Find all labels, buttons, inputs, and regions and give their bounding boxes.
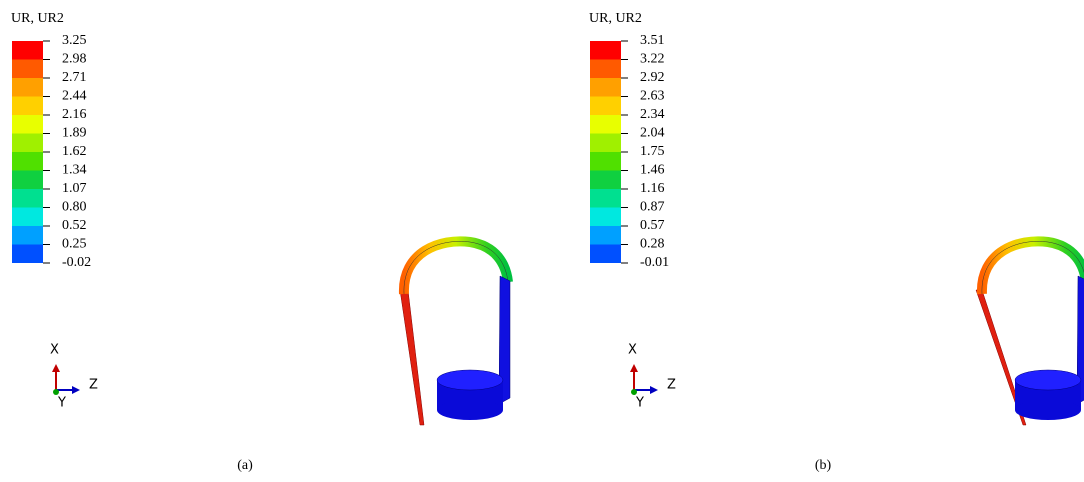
- legend-band: [12, 189, 43, 208]
- legend-band: [12, 41, 43, 60]
- legend-label: -0.02: [62, 255, 91, 270]
- caption: (b): [815, 458, 832, 473]
- axis-arrow: [52, 364, 60, 372]
- legend-band: [590, 60, 621, 79]
- legend-band: [12, 134, 43, 153]
- legend-band: [12, 245, 43, 264]
- caption: (a): [237, 458, 253, 473]
- legend-label: 0.80: [62, 200, 87, 215]
- axis-arrow: [650, 386, 658, 394]
- legend-label: 0.52: [62, 218, 87, 233]
- legend-title: UR, UR2: [11, 11, 64, 26]
- axis-arrow: [630, 364, 638, 372]
- legend-band: [590, 245, 621, 264]
- legend-label: 3.22: [640, 52, 665, 67]
- panel: UR, UR2 3.51 3.22 2.92 2.63 2.34 2.04 1.75 1.46 1…: [589, 11, 1084, 473]
- legend-band: [12, 115, 43, 134]
- axis-label: Z: [89, 378, 98, 393]
- legend-band: [12, 60, 43, 79]
- legend-label: 1.75: [640, 144, 665, 159]
- cylinder-top: [437, 370, 503, 390]
- legend-band: [590, 97, 621, 116]
- legend-band: [590, 115, 621, 134]
- legend-label: 2.92: [640, 70, 665, 85]
- legend-label: 2.16: [62, 107, 87, 122]
- legend-label: 1.62: [62, 144, 87, 159]
- legend-label: 1.34: [62, 163, 87, 178]
- legend-band: [590, 171, 621, 190]
- axis-label: X: [50, 343, 59, 358]
- legend-band: [12, 97, 43, 116]
- legend-label: 2.98: [62, 52, 87, 67]
- legend-label: 0.28: [640, 237, 665, 252]
- strip-red: [400, 290, 424, 425]
- axis-arrow: [72, 386, 80, 394]
- axis-origin: [631, 389, 637, 395]
- legend-label: 1.16: [640, 181, 665, 196]
- legend-label: -0.01: [640, 255, 669, 270]
- legend-band: [12, 78, 43, 97]
- axis-label: Y: [57, 396, 66, 411]
- legend-band: [590, 134, 621, 153]
- cylinder-bottom: [1015, 400, 1081, 420]
- legend-band: [12, 152, 43, 171]
- legend-label: 1.07: [62, 181, 87, 196]
- strip-arc: [404, 241, 508, 294]
- legend-band: [590, 208, 621, 227]
- legend-band: [12, 208, 43, 227]
- legend-band: [12, 226, 43, 245]
- legend-band: [12, 171, 43, 190]
- legend-label: 1.89: [62, 126, 87, 141]
- legend-band: [590, 152, 621, 171]
- figure: UR, UR2 3.25 2.98 2.71 2.44 2.16 1.89 1.62 1.34 1…: [0, 0, 1084, 482]
- legend-label: 3.25: [62, 33, 87, 48]
- axis-label: Z: [667, 378, 676, 393]
- legend-label: 0.87: [640, 200, 665, 215]
- axis-label: X: [628, 343, 637, 358]
- cylinder-top: [1015, 370, 1081, 390]
- legend-label: 2.04: [640, 126, 665, 141]
- axis-origin: [53, 389, 59, 395]
- legend-label: 2.44: [62, 89, 87, 104]
- legend-title: UR, UR2: [589, 11, 642, 26]
- legend-band: [590, 189, 621, 208]
- legend-label: 3.51: [640, 33, 665, 48]
- legend-label: 2.34: [640, 107, 665, 122]
- legend-label: 2.71: [62, 70, 87, 85]
- legend-label: 0.25: [62, 237, 87, 252]
- panel: UR, UR2 3.25 2.98 2.71 2.44 2.16 1.89 1.62 1.34 1…: [11, 11, 510, 473]
- strip-arc: [982, 241, 1084, 294]
- legend-band: [590, 78, 621, 97]
- axis-label: Y: [635, 396, 644, 411]
- legend-label: 0.57: [640, 218, 665, 233]
- legend-label: 2.63: [640, 89, 665, 104]
- cylinder-bottom: [437, 400, 503, 420]
- legend-band: [590, 41, 621, 60]
- legend-label: 1.46: [640, 163, 665, 178]
- legend-band: [590, 226, 621, 245]
